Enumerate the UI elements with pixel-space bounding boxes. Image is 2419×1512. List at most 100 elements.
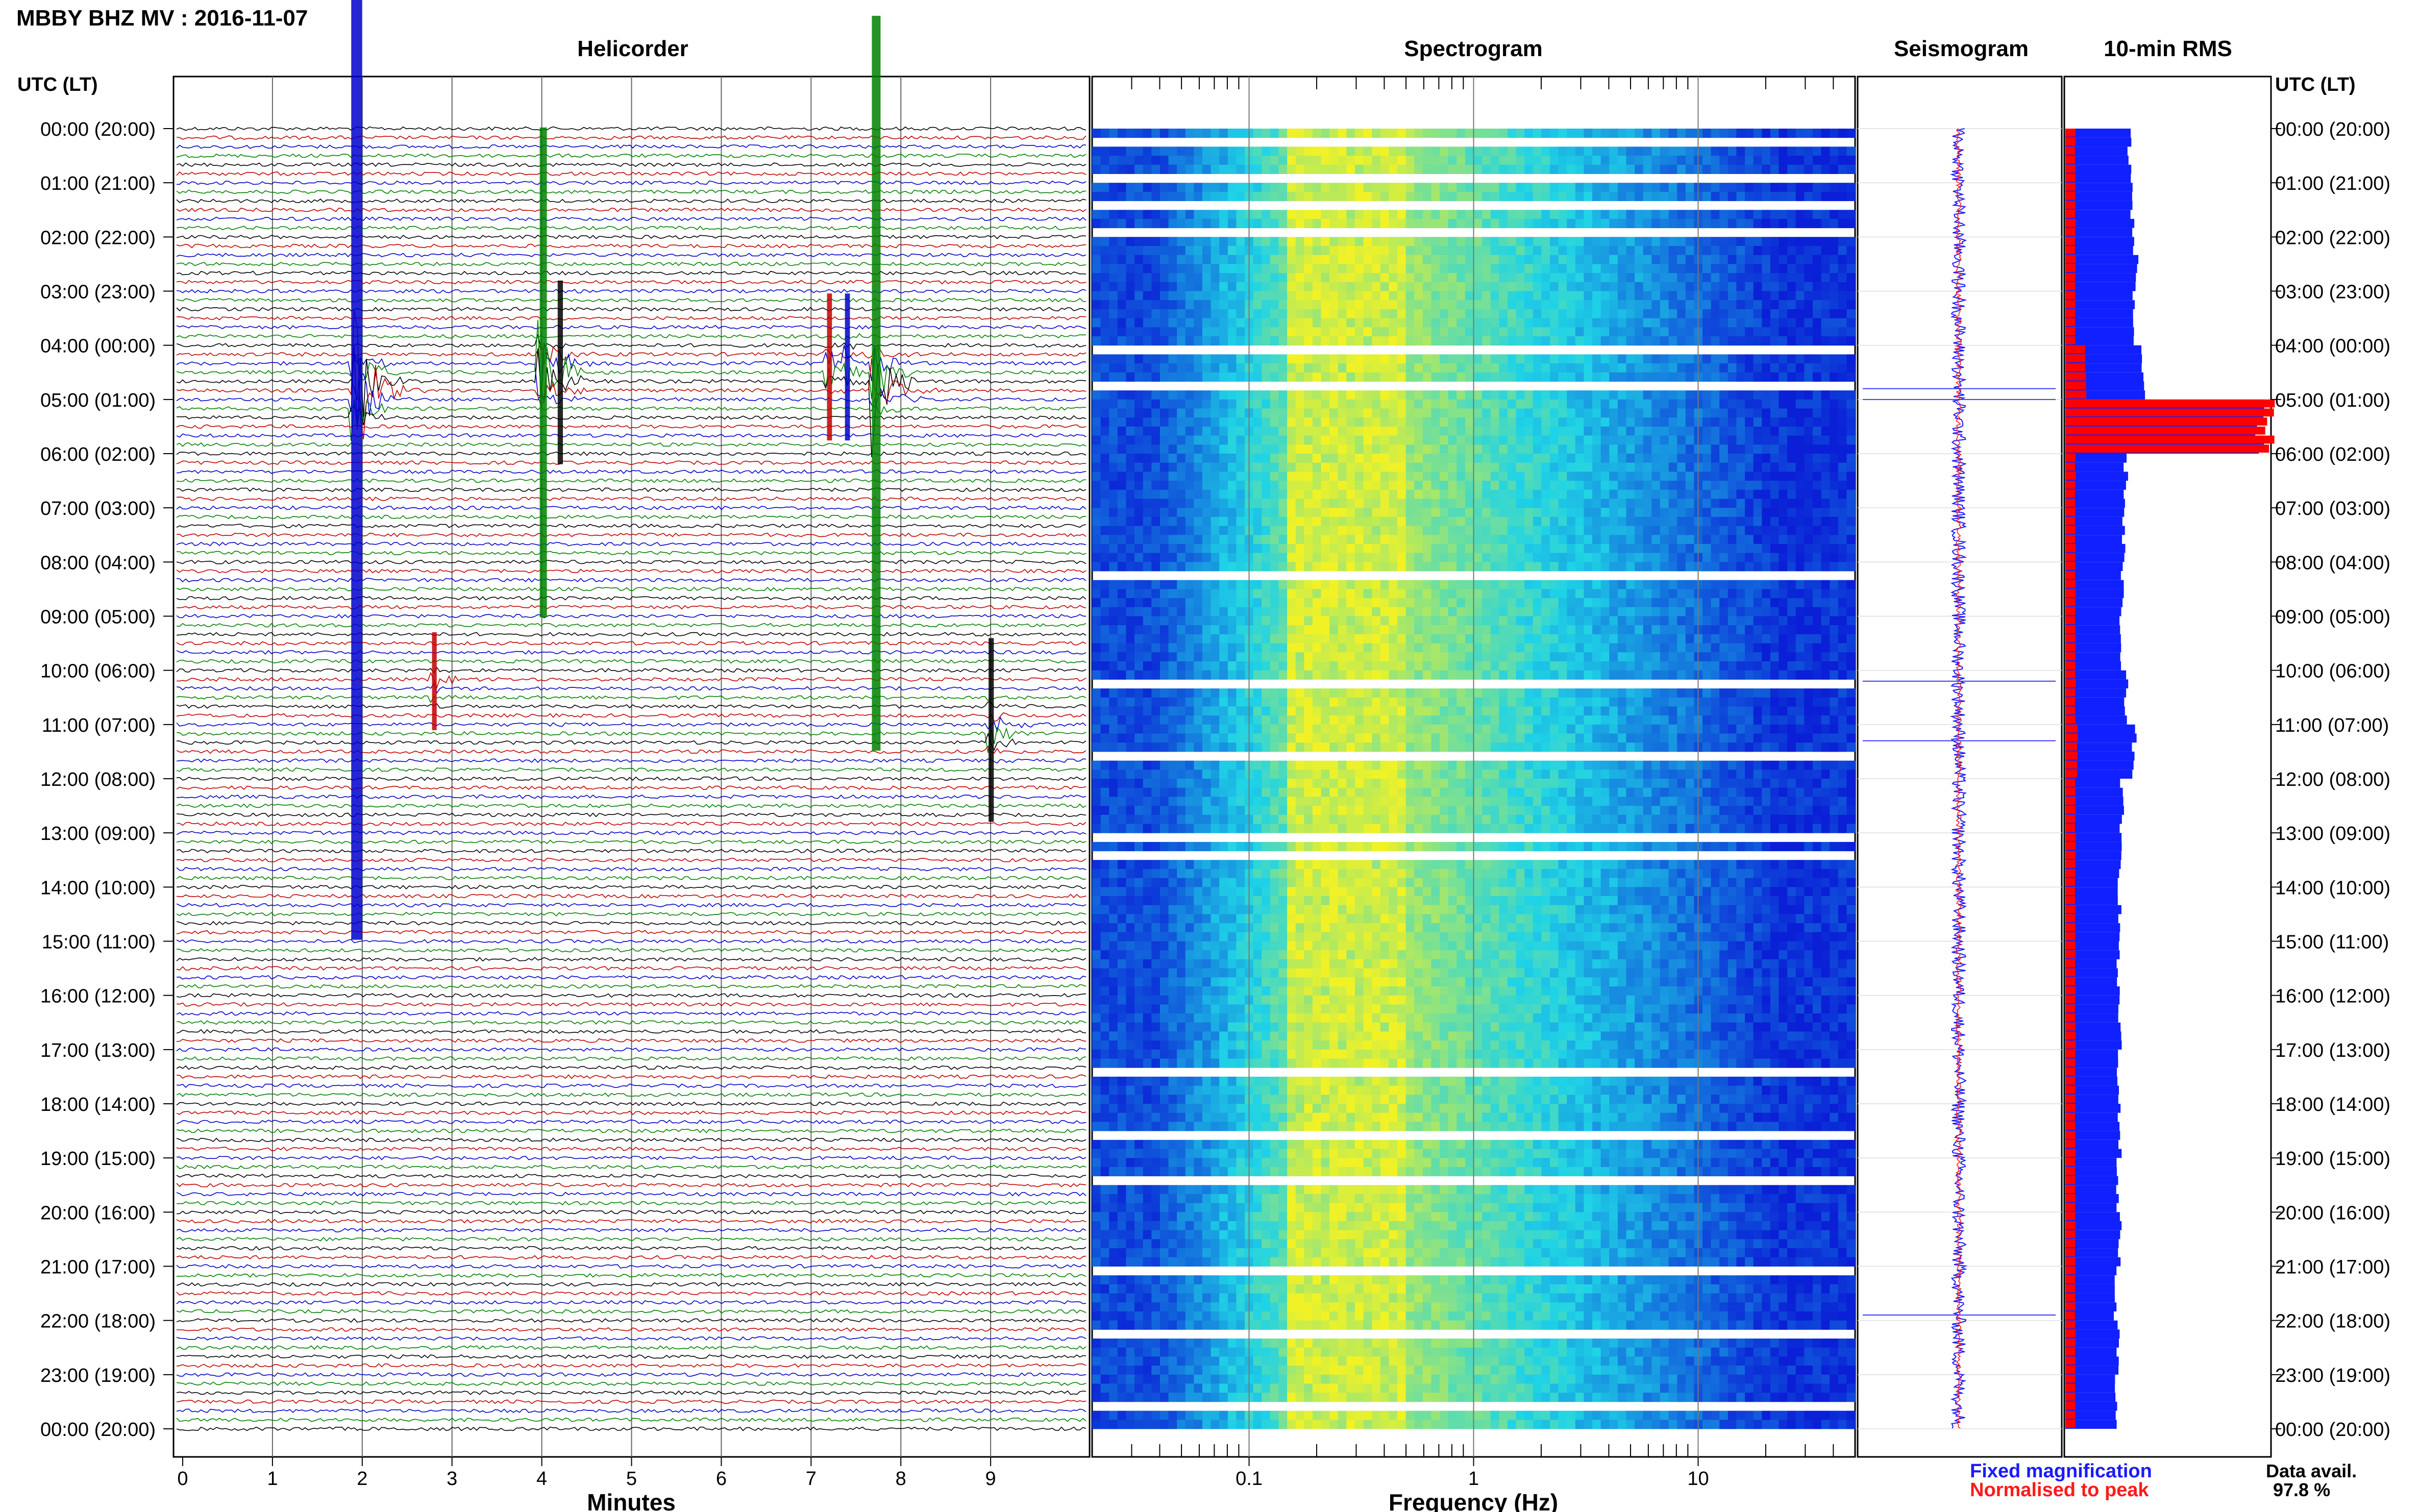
spectrogram-cell: [1753, 634, 1763, 644]
spectrogram-cell: [1533, 580, 1542, 589]
spectrogram-cell: [1211, 237, 1220, 246]
spectrogram-cell: [1117, 526, 1127, 535]
spectrogram-cell: [1567, 191, 1576, 202]
spectrogram-cell: [1329, 462, 1339, 472]
spectrogram-cell: [1516, 516, 1525, 527]
spectrogram-cell: [1762, 607, 1771, 616]
spectrogram-cell: [1617, 255, 1627, 264]
spectrogram-cell: [1159, 183, 1169, 192]
spectrogram-cell: [1109, 454, 1118, 463]
spectrogram-cell: [1134, 598, 1144, 608]
spectrogram-cell: [1202, 562, 1212, 572]
spectrogram-cell: [1159, 264, 1169, 274]
spectrogram-cell: [1465, 444, 1474, 454]
spectrogram-cell: [1473, 426, 1483, 436]
spectrogram-cell: [1295, 607, 1305, 616]
spectrogram-cell: [1168, 191, 1177, 202]
spectrogram-cell: [1626, 616, 1635, 626]
spectrogram-cell: [1126, 129, 1135, 138]
spectrogram-cell: [1745, 129, 1754, 138]
spectrogram-cell: [1431, 444, 1440, 454]
spectrogram-cell: [1617, 616, 1627, 626]
spectrogram-cell: [1846, 634, 1856, 644]
spectrogram-cell: [1414, 164, 1423, 174]
spectrogram-cell: [1762, 273, 1771, 283]
spectrogram-cell: [1626, 526, 1635, 535]
spectrogram-cell: [1202, 426, 1212, 436]
spectrogram-cell: [1236, 670, 1245, 680]
spectrogram-cell: [1253, 670, 1262, 680]
spectrogram-cell: [1795, 282, 1805, 291]
spectrogram-cell: [1550, 390, 1559, 400]
spectrogram-cell: [1414, 255, 1423, 264]
spectrogram-cell: [1812, 237, 1822, 246]
spectrogram-cell: [1414, 318, 1423, 328]
spectrogram-cell: [1117, 417, 1127, 427]
spectrogram-cell: [1219, 643, 1228, 653]
spectrogram-cell: [1117, 444, 1127, 454]
spectrogram-cell: [1092, 264, 1101, 274]
spectrogram-cell: [1134, 164, 1144, 174]
spectrogram-cell: [1753, 336, 1763, 346]
spectrogram-cell: [1600, 454, 1610, 463]
spectrogram-cell: [1812, 372, 1822, 382]
spectrogram-cell: [1440, 598, 1449, 608]
spectrogram-cell: [1567, 399, 1576, 409]
spectrogram-cell: [1109, 535, 1118, 544]
spectrogram-cell: [1727, 426, 1737, 436]
spectrogram-cell: [1533, 309, 1542, 319]
spectrogram-cell: [1100, 535, 1109, 544]
event-burst: [351, 0, 362, 940]
spectrogram-cell: [1346, 598, 1355, 608]
spectrogram-cell: [1457, 399, 1466, 409]
spectrogram-cell: [1194, 282, 1203, 291]
spectrogram-cell: [1550, 210, 1559, 219]
spectrogram-cell: [1465, 426, 1474, 436]
spectrogram-cell: [1516, 508, 1525, 517]
spectrogram-cell: [1617, 183, 1627, 192]
spectrogram-cell: [1143, 462, 1152, 472]
spectrogram-cell: [1457, 489, 1466, 499]
spectrogram-cell: [1685, 535, 1695, 544]
spectrogram-cell: [1159, 372, 1169, 382]
spectrogram-cell: [1338, 462, 1347, 472]
spectrogram-cell: [1338, 607, 1347, 616]
spectrogram-cell: [1363, 526, 1372, 535]
spectrogram-cell: [1736, 354, 1745, 364]
spectrogram-cell: [1719, 652, 1729, 662]
spectrogram-cell: [1795, 580, 1805, 589]
spectrogram-cell: [1211, 625, 1220, 635]
spectrogram-cell: [1457, 508, 1466, 517]
spectrogram-cell: [1363, 156, 1372, 165]
spectrogram-cell: [1159, 399, 1169, 409]
spectrogram-cell: [1736, 327, 1745, 337]
spectrogram-cell: [1287, 553, 1296, 562]
helicorder-trace: [176, 726, 1087, 753]
spectrogram-cell: [1753, 589, 1763, 599]
spectrogram-cell: [1405, 146, 1415, 156]
spectrogram-cell: [1685, 129, 1695, 138]
spectrogram-cell: [1762, 526, 1771, 535]
spectrogram-cell: [1558, 156, 1567, 165]
spectrogram-cell: [1236, 607, 1245, 616]
spectrogram-cell: [1117, 426, 1127, 436]
spectrogram-cell: [1372, 282, 1381, 291]
spectrogram-cell: [1092, 589, 1101, 599]
spectrogram-cell: [1533, 435, 1542, 445]
spectrogram-cell: [1236, 156, 1245, 165]
spectrogram-cell: [1363, 625, 1372, 635]
spectrogram-cell: [1278, 553, 1288, 562]
spectrogram-cell: [1143, 291, 1152, 301]
spectrogram-cell: [1575, 526, 1585, 535]
spectrogram-cell: [1117, 300, 1127, 310]
spectrogram-cell: [1635, 255, 1644, 264]
spectrogram-cell: [1354, 670, 1364, 680]
spectrogram-cell: [1092, 481, 1101, 490]
spectrogram-cell: [1405, 282, 1415, 291]
spectrogram-cell: [1795, 652, 1805, 662]
spectrogram-cell: [1143, 255, 1152, 264]
spectrogram-cell: [1422, 526, 1432, 535]
spectrogram-cell: [1490, 616, 1500, 626]
helicorder-trace: [176, 1354, 1087, 1359]
spectrogram-cell: [1677, 417, 1686, 427]
